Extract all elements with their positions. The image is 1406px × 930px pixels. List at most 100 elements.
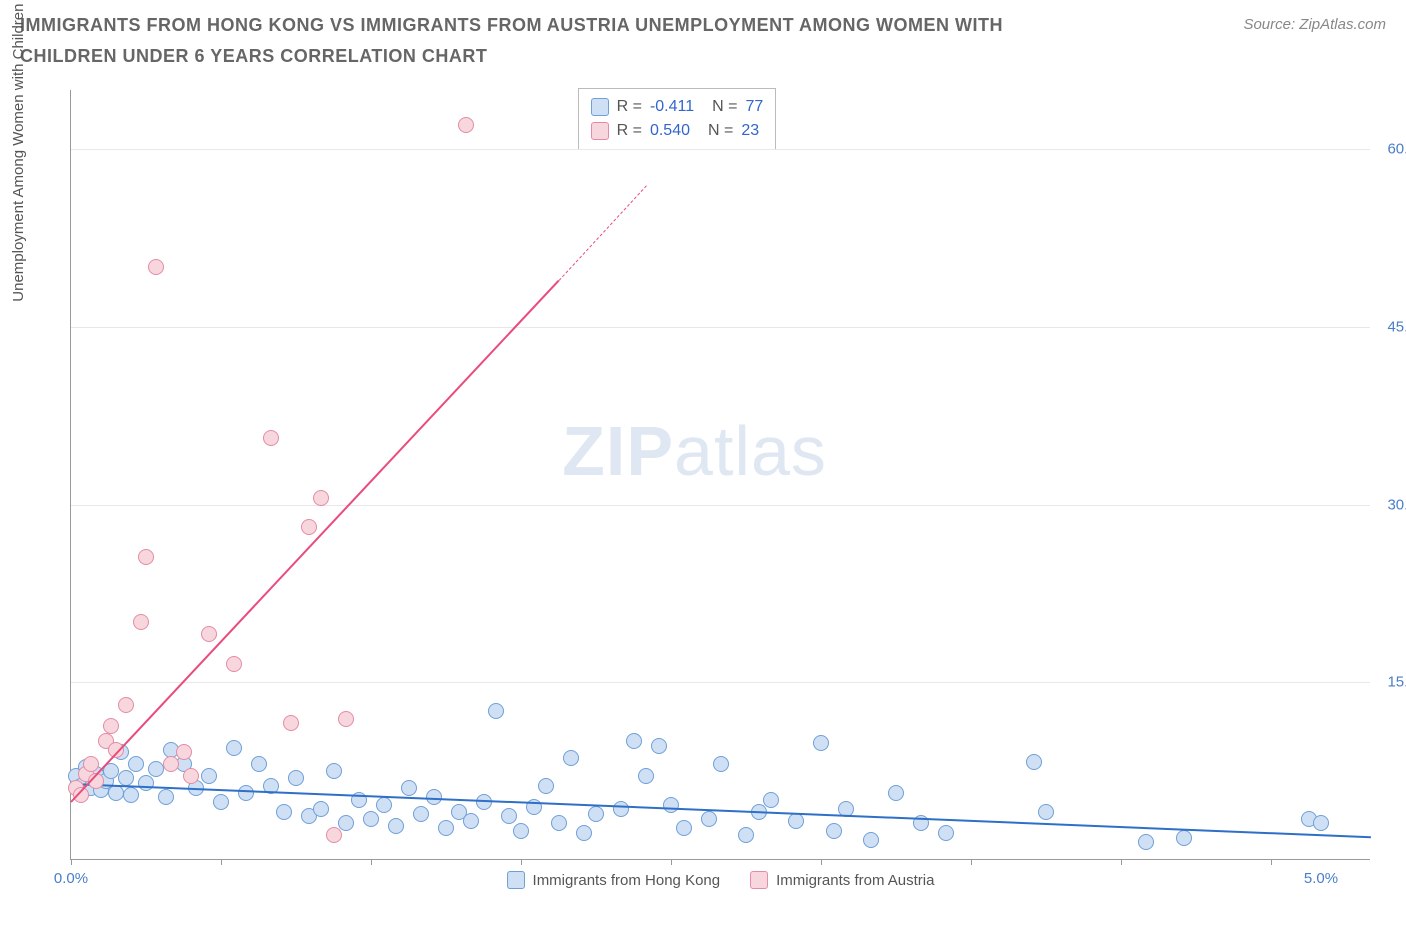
stats-row: R = -0.411N = 77 [591,95,764,119]
data-point [563,750,579,766]
data-point [213,794,229,810]
trend-line [558,185,646,280]
data-point [128,756,144,772]
data-point [338,815,354,831]
data-point [513,823,529,839]
data-point [1138,834,1154,850]
data-point [138,549,154,565]
x-tick [1271,859,1272,865]
data-point [813,735,829,751]
legend-label: Immigrants from Hong Kong [533,872,721,889]
x-tick [221,859,222,865]
data-point [123,787,139,803]
data-point [463,813,479,829]
x-tick [821,859,822,865]
stat-n-value: 77 [745,95,763,119]
data-point [163,756,179,772]
y-tick-label: 30.0% [1387,496,1406,513]
data-point [183,768,199,784]
data-point [288,770,304,786]
data-point [226,740,242,756]
data-point [651,738,667,754]
grid-line [71,505,1370,506]
stat-r-value: -0.411 [650,95,694,119]
plot-region: ZIPatlas R = -0.411N = 77R = 0.540 N = 23… [70,90,1370,860]
data-point [1313,815,1329,831]
data-point [313,801,329,817]
data-point [676,820,692,836]
grid-line [71,327,1370,328]
y-tick-label: 15.0% [1387,674,1406,691]
data-point [283,715,299,731]
data-point [313,490,329,506]
data-point [148,761,164,777]
correlation-stats-box: R = -0.411N = 77R = 0.540 N = 23 [578,88,777,150]
legend-swatch [507,871,525,889]
data-point [363,811,379,827]
chart-area: Unemployment Among Women with Children U… [20,90,1386,910]
data-point [103,718,119,734]
stat-n-label: N = [708,119,733,143]
data-point [148,259,164,275]
stat-r-value: 0.540 [650,119,690,143]
y-tick-label: 45.0% [1387,318,1406,335]
x-tick [71,859,72,865]
data-point [326,763,342,779]
data-point [401,780,417,796]
data-point [376,797,392,813]
grid-line [71,149,1370,150]
data-point [788,813,804,829]
data-point [326,827,342,843]
data-point [338,711,354,727]
x-tick [371,859,372,865]
data-point [138,775,154,791]
data-point [201,768,217,784]
data-point [713,756,729,772]
watermark-light: atlas [674,412,827,490]
x-tick-label: 5.0% [1304,870,1338,887]
series-swatch [591,122,609,140]
data-point [551,815,567,831]
legend: Immigrants from Hong Kong Immigrants from… [507,871,935,889]
data-point [413,806,429,822]
stat-n-value: 23 [741,119,759,143]
data-point [613,801,629,817]
data-point [763,792,779,808]
data-point [301,519,317,535]
data-point [501,808,517,824]
data-point [588,806,604,822]
data-point [888,785,904,801]
trend-line [71,783,1371,838]
y-tick-label: 60.0% [1387,141,1406,158]
legend-label: Immigrants from Austria [776,872,934,889]
legend-item: Immigrants from Austria [750,871,934,889]
stats-row: R = 0.540N = 23 [591,119,764,143]
data-point [1176,830,1192,846]
data-point [663,797,679,813]
stat-r-label: R = [617,95,642,119]
x-tick [521,859,522,865]
data-point [438,820,454,836]
data-point [276,804,292,820]
legend-item: Immigrants from Hong Kong [507,871,721,889]
data-point [488,703,504,719]
data-point [826,823,842,839]
trend-line [70,280,559,803]
watermark-bold: ZIP [562,412,674,490]
chart-title: IMMIGRANTS FROM HONG KONG VS IMMIGRANTS … [20,10,1070,71]
data-point [118,697,134,713]
data-point [738,827,754,843]
chart-source: Source: ZipAtlas.com [1243,16,1386,33]
legend-swatch [750,871,768,889]
data-point [133,614,149,630]
chart-header: IMMIGRANTS FROM HONG KONG VS IMMIGRANTS … [0,0,1406,71]
data-point [626,733,642,749]
x-tick [671,859,672,865]
data-point [1026,754,1042,770]
series-swatch [591,98,609,116]
data-point [176,744,192,760]
y-axis-label: Unemployment Among Women with Children U… [10,0,27,302]
grid-line [71,682,1370,683]
watermark: ZIPatlas [562,411,827,491]
data-point [538,778,554,794]
